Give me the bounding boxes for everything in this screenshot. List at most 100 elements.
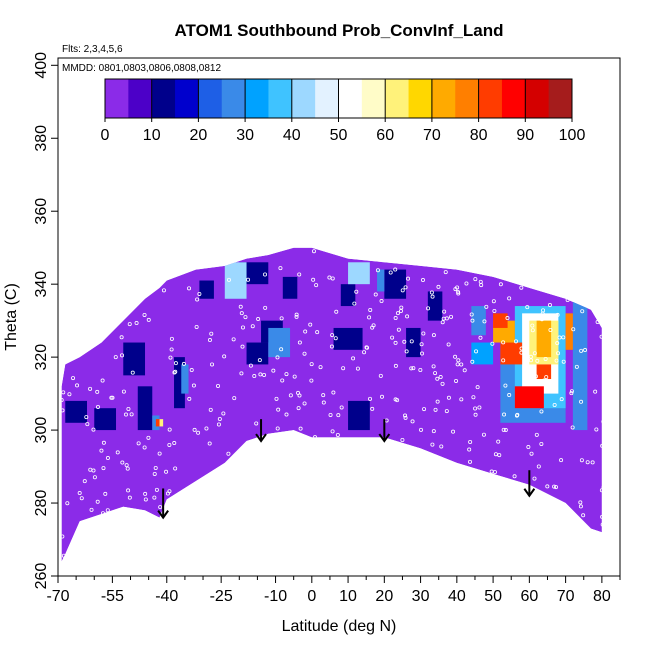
observation-point: [77, 491, 82, 496]
observation-point: [367, 315, 372, 320]
observation-point: [420, 351, 425, 356]
observation-point: [519, 285, 524, 290]
observation-point: [173, 369, 178, 374]
observation-point: [103, 491, 108, 496]
observation-point: [341, 366, 346, 371]
observation-point: [532, 476, 537, 481]
observation-point: [167, 442, 172, 447]
field-background: [61, 247, 602, 562]
observation-point: [542, 378, 547, 383]
observation-point: [470, 318, 475, 323]
observation-point: [309, 362, 314, 367]
observation-point: [263, 305, 268, 310]
observation-point: [594, 427, 599, 432]
colorbar-segment: [501, 79, 526, 118]
colorbar-tick-label: 80: [470, 127, 488, 144]
observation-point: [543, 356, 548, 361]
observation-point: [561, 359, 566, 364]
observation-point: [210, 362, 215, 367]
observation-point: [79, 496, 84, 501]
colorbar-tick-label: 20: [190, 127, 208, 144]
observation-point: [105, 456, 110, 461]
observation-point: [492, 308, 497, 313]
observation-point: [82, 479, 87, 484]
observation-point: [489, 469, 494, 474]
field-cell: [500, 342, 523, 365]
observation-point: [333, 336, 338, 341]
colorbar-segment: [431, 79, 456, 118]
colorbar-segment: [361, 79, 386, 118]
x-axis: -70 -55 -40 -25 -10 0 10 20 30 40 50 60 70 80: [46, 576, 621, 605]
x-axis-label: Latitude (deg N): [282, 618, 397, 635]
observation-point: [256, 317, 261, 322]
observation-point: [600, 514, 602, 519]
observation-point: [274, 396, 279, 401]
observation-point: [308, 322, 313, 327]
observation-point: [309, 378, 314, 383]
field-cell: [536, 364, 552, 380]
observation-point: [402, 339, 407, 344]
observation-point: [581, 513, 586, 518]
observation-point: [334, 309, 339, 314]
flights-annotation: Flts: 2,3,4,5,6: [62, 44, 123, 55]
arrow-head: [255, 433, 267, 443]
field-cell: [333, 327, 363, 350]
observation-point: [92, 475, 97, 480]
colorbar-tick-label: 0: [101, 127, 110, 144]
x-tick-label: -25: [210, 588, 233, 605]
field-cell: [572, 298, 588, 431]
observation-point: [601, 419, 602, 424]
observation-point: [134, 321, 139, 326]
observation-point: [101, 440, 106, 445]
field-cell: [137, 386, 153, 431]
observation-point: [187, 396, 192, 401]
observation-point: [187, 286, 192, 291]
observation-point: [238, 304, 243, 309]
observation-point: [315, 330, 320, 335]
observation-point: [297, 272, 302, 277]
observation-point: [503, 428, 508, 433]
observation-point: [168, 355, 173, 360]
observation-point: [303, 329, 308, 334]
y-tick-label: 300: [33, 417, 50, 444]
observation-point: [222, 354, 227, 359]
observation-point: [468, 459, 473, 464]
observation-point: [436, 284, 441, 289]
observation-point: [172, 370, 177, 375]
observation-point: [559, 458, 564, 463]
colorbar-segment: [478, 79, 503, 118]
observation-point: [478, 279, 483, 284]
observation-point: [254, 421, 259, 426]
observation-point: [459, 397, 464, 402]
observation-point: [438, 375, 443, 380]
observation-point: [548, 328, 553, 333]
colorbar-segment: [105, 79, 129, 118]
observation-point: [530, 323, 535, 328]
observation-point: [526, 445, 531, 450]
colorbar-tick-label: 70: [423, 127, 441, 144]
colorbar-segment: [385, 79, 410, 118]
observation-point: [226, 451, 231, 456]
observation-point: [351, 356, 356, 361]
observation-point: [600, 522, 602, 527]
observation-point: [194, 324, 199, 329]
observation-point: [335, 432, 340, 437]
observation-point: [226, 277, 231, 282]
observation-point: [400, 288, 405, 293]
observation-point: [490, 341, 495, 346]
observation-point: [67, 392, 72, 397]
observation-point: [422, 407, 427, 412]
observation-point: [426, 306, 431, 311]
observation-point: [464, 281, 469, 286]
observation-point: [278, 266, 283, 271]
field-cell: [155, 419, 160, 427]
observation-point: [379, 299, 384, 304]
observation-point: [578, 504, 583, 509]
observation-point: [311, 277, 316, 282]
observation-point: [143, 491, 148, 496]
colorbar-tick-label: 60: [376, 127, 394, 144]
observation-point: [284, 412, 289, 417]
observation-point: [451, 429, 456, 434]
observation-point: [88, 467, 93, 472]
observation-point: [95, 404, 100, 409]
